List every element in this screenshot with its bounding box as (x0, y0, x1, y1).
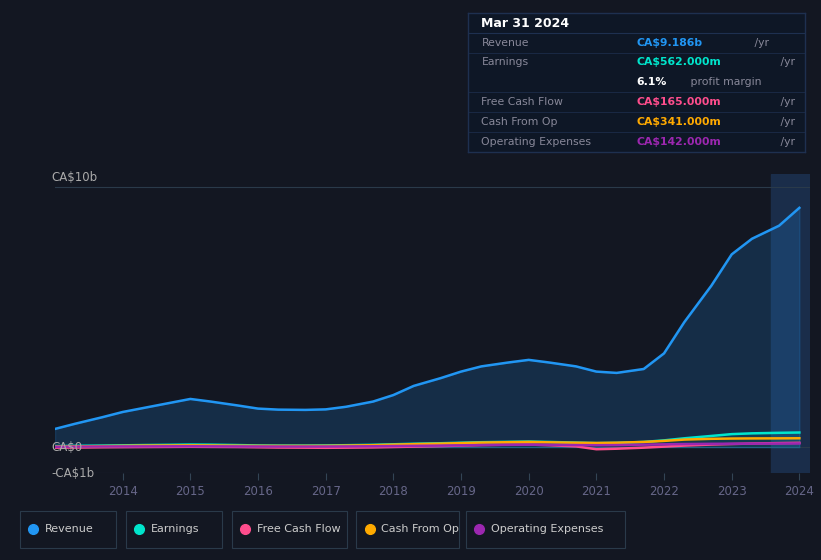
Text: CA$9.186b: CA$9.186b (636, 38, 703, 48)
Text: Free Cash Flow: Free Cash Flow (481, 97, 563, 107)
Text: 6.1%: 6.1% (636, 77, 667, 87)
Text: Cash From Op: Cash From Op (481, 117, 558, 127)
Text: CA$0: CA$0 (51, 441, 82, 454)
FancyBboxPatch shape (126, 511, 222, 548)
Bar (771, 174, 810, 473)
Text: CA$562.000m: CA$562.000m (636, 58, 721, 68)
Text: CA$142.000m: CA$142.000m (636, 137, 721, 147)
FancyBboxPatch shape (20, 511, 117, 548)
Text: Mar 31 2024: Mar 31 2024 (481, 17, 570, 30)
FancyBboxPatch shape (232, 511, 347, 548)
Text: CA$10b: CA$10b (51, 171, 97, 184)
Text: Earnings: Earnings (481, 58, 529, 68)
FancyBboxPatch shape (466, 511, 625, 548)
Text: profit margin: profit margin (687, 77, 762, 87)
Text: /yr: /yr (777, 58, 795, 68)
Text: Revenue: Revenue (481, 38, 529, 48)
Text: Earnings: Earnings (150, 524, 199, 534)
Text: /yr: /yr (777, 97, 795, 107)
Text: Cash From Op: Cash From Op (382, 524, 459, 534)
Text: Free Cash Flow: Free Cash Flow (257, 524, 340, 534)
Text: /yr: /yr (777, 137, 795, 147)
Text: CA$341.000m: CA$341.000m (636, 117, 721, 127)
Text: Revenue: Revenue (44, 524, 94, 534)
Text: /yr: /yr (751, 38, 769, 48)
Text: Operating Expenses: Operating Expenses (481, 137, 591, 147)
FancyBboxPatch shape (356, 511, 460, 548)
Text: /yr: /yr (777, 117, 795, 127)
Text: Operating Expenses: Operating Expenses (491, 524, 603, 534)
Text: CA$165.000m: CA$165.000m (636, 97, 721, 107)
Text: -CA$1b: -CA$1b (51, 466, 94, 480)
